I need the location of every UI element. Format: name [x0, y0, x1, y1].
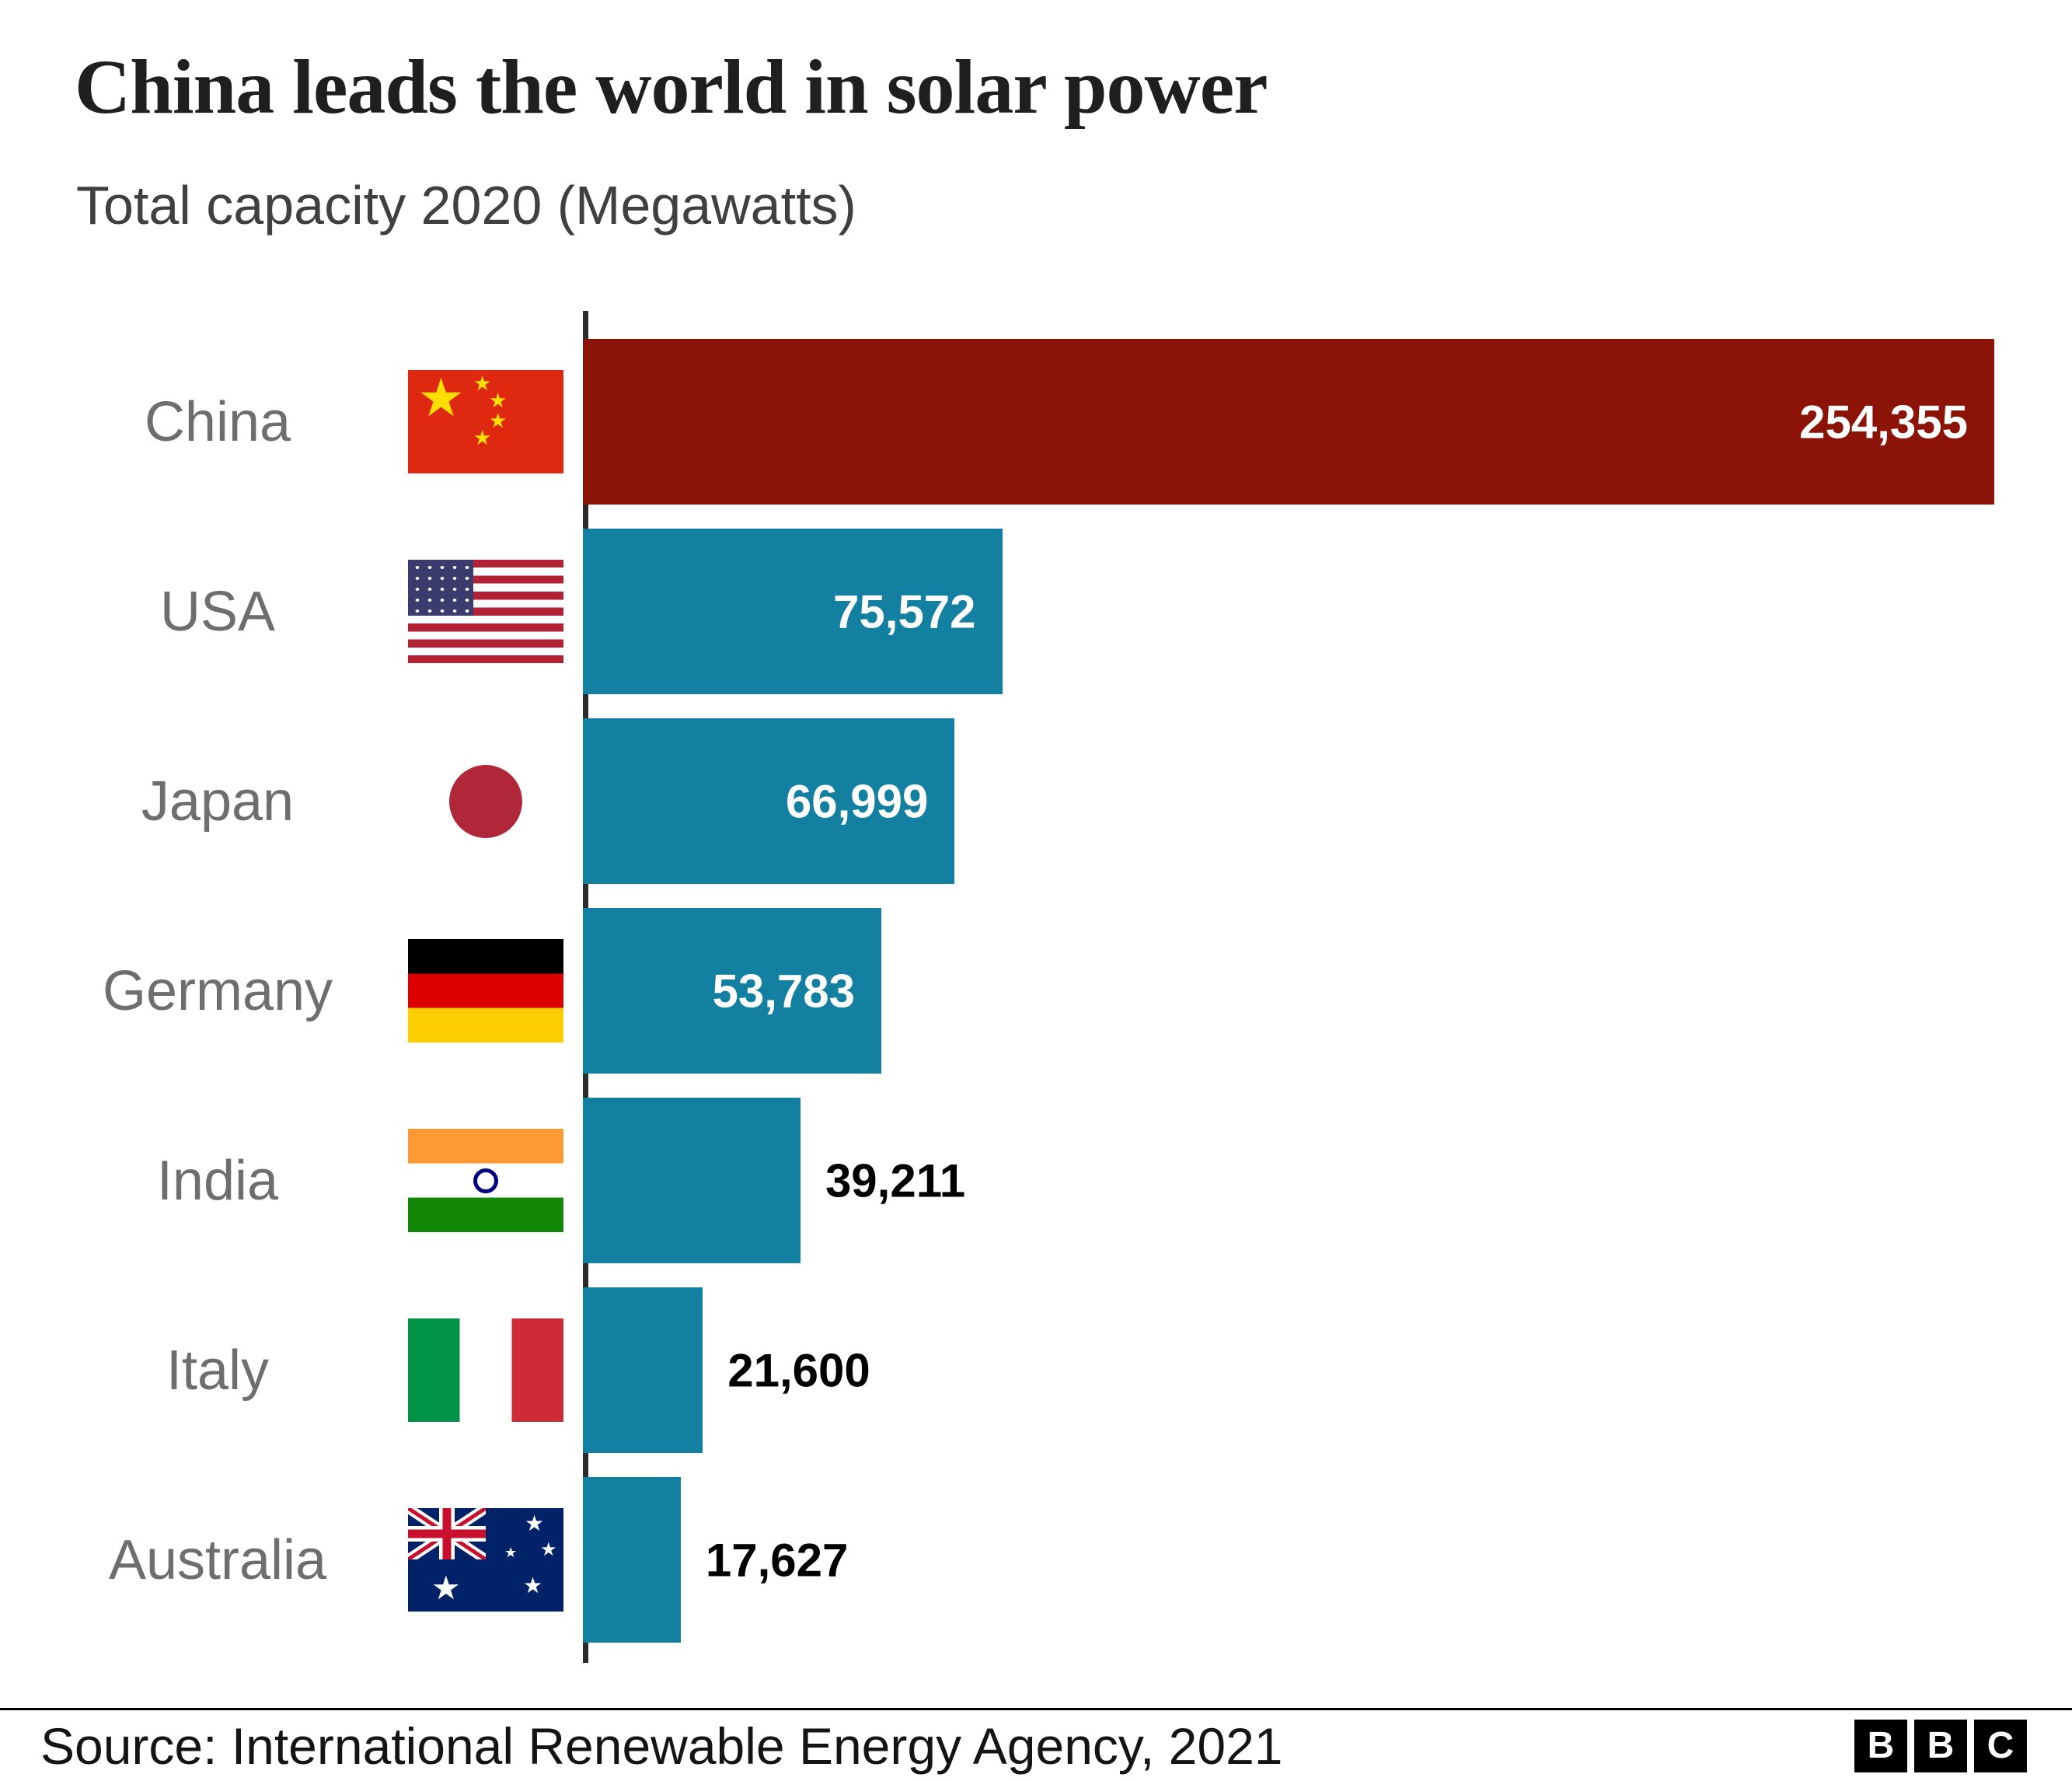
flag-china-icon: ★ ★ ★ ★ ★ — [389, 370, 583, 473]
value-label: 66,999 — [785, 775, 929, 827]
flag-japan-icon — [389, 749, 583, 853]
bbc-logo-letter: C — [1974, 1719, 2027, 1772]
bar: 53,783 — [583, 908, 881, 1074]
chart-subtitle: Total capacity 2020 (Megawatts) — [76, 175, 856, 236]
chart-row: Italy 21,600 — [47, 1287, 2025, 1453]
value-label: 17,627 — [705, 1534, 849, 1586]
bar: 75,572 — [583, 529, 1003, 694]
bar-chart: China ★ ★ ★ ★ ★ 254,355 USA 75,572 Japan 66,999 Ger… — [47, 311, 2025, 1663]
value-label: 75,572 — [833, 585, 976, 637]
bar-track: 17,627 — [583, 1477, 2025, 1643]
flag-australia-icon: ★ ★ ★ ★ ★ — [389, 1508, 583, 1612]
flag-usa-icon — [389, 560, 583, 663]
source-text: Source: International Renewable Energy A… — [40, 1716, 1283, 1775]
bar-track: 66,999 — [583, 718, 2025, 884]
bar-track: 39,211 — [583, 1098, 2025, 1263]
value-label: 39,211 — [825, 1154, 966, 1207]
chart-row: USA 75,572 — [47, 529, 2025, 694]
bar-track: 75,572 — [583, 529, 2025, 694]
country-label: India — [156, 1149, 279, 1212]
bar: 66,999 — [583, 718, 955, 884]
bar: 39,211 — [583, 1098, 965, 1263]
bar: 254,355 — [583, 339, 1994, 505]
bar: 17,627 — [583, 1477, 848, 1643]
country-label: USA — [159, 580, 276, 643]
chart-row: India 39,211 — [47, 1098, 2025, 1263]
value-label: 21,600 — [727, 1344, 870, 1396]
chart-row: Germany 53,783 — [47, 908, 2025, 1074]
country-label: Italy — [166, 1339, 270, 1402]
chart-title: China leads the world in solar power — [75, 44, 1268, 130]
country-label: China — [144, 390, 291, 453]
country-label: Australia — [108, 1528, 327, 1591]
footer: Source: International Renewable Energy A… — [0, 1708, 2072, 1781]
flag-italy-icon — [389, 1318, 583, 1422]
chart-row: Japan 66,999 — [47, 718, 2025, 884]
bar-track: 53,783 — [583, 908, 2025, 1074]
bar-track: 21,600 — [583, 1287, 2025, 1453]
country-label: Germany — [102, 959, 333, 1022]
chart-row: Australia ★ ★ ★ ★ ★ 17,627 — [47, 1477, 2025, 1643]
value-label: 53,783 — [712, 965, 855, 1017]
bbc-logo-letter: B — [1914, 1719, 1967, 1772]
chart-row: China ★ ★ ★ ★ ★ 254,355 — [47, 339, 2025, 505]
value-label: 254,355 — [1799, 396, 1968, 448]
chart-rows: China ★ ★ ★ ★ ★ 254,355 USA 75,572 Japan 66,999 Ger… — [47, 339, 2025, 1643]
bbc-logo-letter: B — [1854, 1719, 1907, 1772]
country-label: Japan — [141, 770, 295, 833]
flag-india-icon — [389, 1129, 583, 1232]
bar-track: 254,355 — [583, 339, 2025, 505]
bar: 21,600 — [583, 1287, 870, 1453]
flag-germany-icon — [389, 939, 583, 1042]
